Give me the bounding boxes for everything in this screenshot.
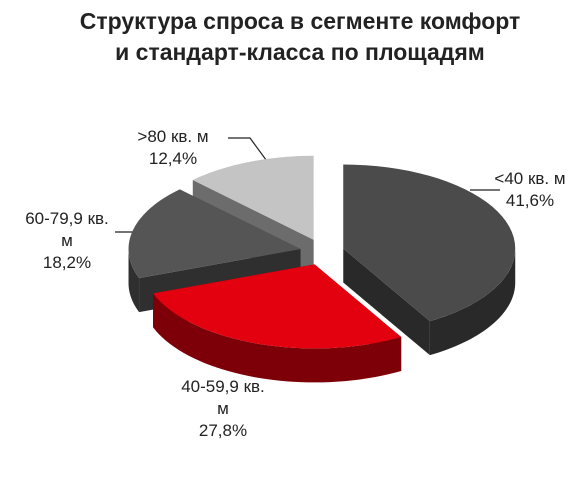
- pie-slice: [153, 264, 402, 383]
- slice-side: [153, 293, 402, 383]
- pie-slice: [128, 189, 301, 313]
- slice-top: [128, 189, 301, 279]
- category-label: >80 кв. м: [137, 127, 209, 146]
- data-label: 40-59,9 кв. м 27,8%: [178, 376, 268, 442]
- slice-top: [192, 155, 314, 240]
- value-label: 12,4%: [148, 149, 198, 168]
- slice-top: [153, 264, 402, 349]
- category-label: <40 кв. м: [494, 169, 566, 188]
- data-label: 60-79,9 кв. м 18,2%: [22, 208, 112, 274]
- data-label: >80 кв. м 12,4%: [118, 126, 228, 170]
- data-label: <40 кв. м 41,6%: [470, 168, 588, 212]
- value-label: 27,8%: [198, 421, 248, 440]
- category-label: 60-79,9 кв. м: [25, 209, 109, 250]
- leader-line: [228, 137, 273, 169]
- slice-side: [429, 248, 516, 356]
- pie-slice: [343, 164, 516, 356]
- category-label: 40-59,9 кв. м: [181, 377, 265, 418]
- value-label: 18,2%: [42, 253, 92, 272]
- slice-top: [343, 164, 516, 322]
- value-label: 41,6%: [505, 191, 555, 210]
- slice-side: [128, 249, 140, 313]
- chart-title: Структура спроса в сегменте комфорт и ст…: [79, 8, 521, 65]
- pie: [128, 155, 516, 383]
- slice-wall: [343, 248, 430, 356]
